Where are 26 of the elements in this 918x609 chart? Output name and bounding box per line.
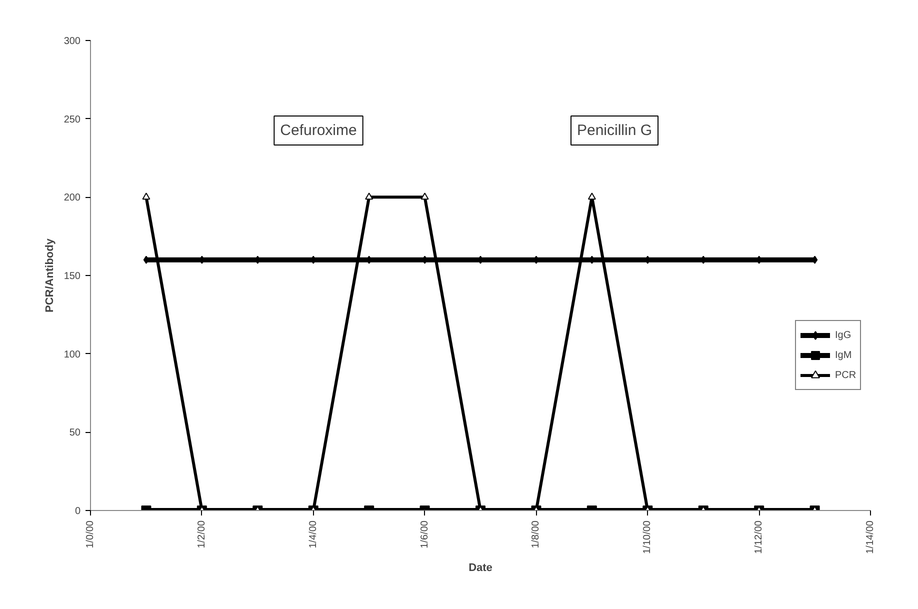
x-tick-label: 1/6/00 [419, 520, 430, 548]
annotation: Penicillin G [576, 122, 652, 139]
y-tick-label: 150 [64, 271, 81, 282]
y-tick-label: 100 [64, 349, 81, 360]
x-axis-title: Date [468, 562, 492, 574]
x-tick-label: 1/10/00 [642, 520, 654, 554]
point [588, 192, 596, 200]
point [420, 192, 429, 200]
annotation: Cefuroxime [280, 122, 357, 139]
point [142, 192, 150, 200]
y-tick-label: 0 [74, 506, 81, 517]
x-tick-label: 1/14/00 [865, 520, 876, 554]
legend-label: PCR [835, 370, 856, 380]
x-tick-label: 1/12/00 [754, 520, 765, 554]
x-tick-label: 1/4/00 [308, 520, 319, 548]
point [365, 192, 374, 200]
x-tick-label: 1/8/00 [530, 520, 542, 548]
y-axis-title: PCR/Antibody [44, 238, 56, 312]
y-tick-label: 300 [64, 36, 81, 47]
legend-label: IgM [835, 350, 853, 360]
y-tick-label: 250 [64, 114, 81, 126]
y-tick-label: 50 [69, 428, 81, 439]
x-tick-label: 1/0/00 [85, 520, 96, 548]
x-tick-label: 1/2/00 [196, 520, 208, 548]
y-tick-label: 200 [64, 192, 81, 204]
legend-label: IgG [835, 330, 852, 340]
